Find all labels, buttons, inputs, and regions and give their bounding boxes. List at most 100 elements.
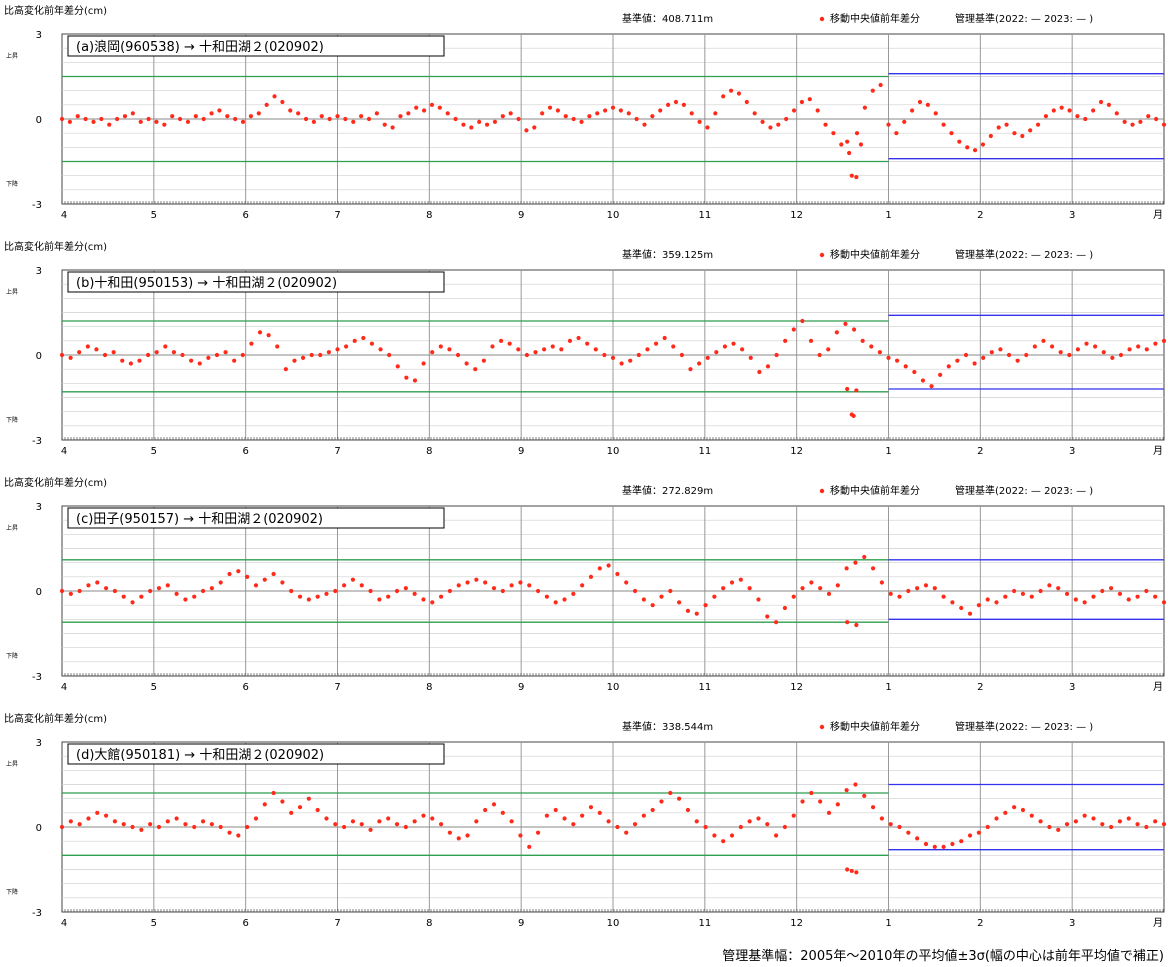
x-tick-label: 6 — [242, 210, 248, 221]
data-point — [1161, 122, 1167, 127]
data-point — [262, 577, 267, 582]
data-point — [580, 813, 585, 818]
data-point — [1091, 816, 1096, 821]
data-point — [333, 588, 338, 594]
data-point — [524, 128, 529, 133]
data-point — [509, 583, 514, 588]
data-point — [917, 99, 923, 105]
data-point — [696, 361, 702, 366]
data-point — [394, 822, 400, 827]
x-tick-label: 9 — [518, 210, 524, 221]
data-point — [776, 122, 781, 127]
data-point — [705, 125, 710, 130]
data-point — [834, 330, 839, 335]
data-point — [130, 111, 135, 116]
data-point — [306, 597, 311, 602]
data-point — [359, 822, 364, 827]
data-point — [933, 111, 938, 116]
x-tick-label: 3 — [1069, 210, 1075, 221]
data-point — [877, 350, 882, 355]
data-point — [878, 82, 883, 88]
data-point — [925, 102, 930, 107]
data-point — [382, 122, 387, 127]
data-point — [624, 580, 629, 585]
data-point — [791, 327, 796, 332]
panel-title-box — [67, 35, 445, 57]
data-point — [597, 810, 602, 815]
down-label: 下降 — [6, 652, 18, 660]
data-point — [619, 361, 624, 366]
data-point — [650, 807, 655, 813]
data-point — [1136, 344, 1141, 349]
data-point — [68, 819, 73, 824]
data-point — [112, 588, 117, 594]
data-point — [729, 580, 735, 585]
data-point — [791, 813, 796, 818]
data-point — [288, 108, 293, 113]
data-point — [59, 116, 65, 122]
data-point — [658, 108, 663, 113]
data-point — [668, 588, 673, 594]
data-point — [677, 796, 682, 801]
legend-mgmt-label: 管理基準(2022: — 2023: — ) — [955, 12, 1093, 25]
data-point — [469, 125, 474, 130]
data-point — [464, 361, 469, 366]
data-point — [315, 594, 320, 599]
data-point — [1082, 813, 1087, 818]
data-point — [1100, 822, 1105, 827]
data-point — [888, 822, 893, 827]
data-point — [306, 796, 311, 801]
x-tick-label: 2 — [977, 446, 983, 457]
x-tick-label: 6 — [242, 918, 248, 929]
data-point — [1012, 131, 1017, 136]
data-point — [782, 605, 788, 611]
data-point — [712, 833, 717, 838]
data-point — [1146, 114, 1151, 119]
data-point — [1154, 116, 1159, 122]
x-tick-label: 5 — [151, 446, 157, 457]
data-point — [985, 824, 990, 830]
data-point — [959, 605, 964, 611]
data-point — [139, 594, 144, 599]
data-point — [662, 335, 667, 341]
data-point — [1024, 352, 1029, 358]
data-point — [1058, 350, 1063, 355]
data-point — [111, 350, 116, 355]
data-point — [610, 105, 616, 110]
data-point — [697, 119, 702, 124]
data-point — [421, 597, 426, 602]
data-point — [77, 822, 82, 827]
x-tick-label: 月 — [1153, 209, 1163, 221]
data-point — [461, 122, 466, 127]
data-point — [180, 352, 185, 358]
x-tick-label: 5 — [151, 918, 157, 929]
legend-marker-dot — [819, 16, 825, 22]
data-point — [327, 116, 332, 122]
data-point — [845, 620, 850, 625]
data-point — [465, 833, 470, 838]
x-tick-label: 月 — [1153, 917, 1163, 929]
data-point — [438, 822, 444, 827]
data-point — [783, 338, 788, 343]
data-point — [650, 114, 655, 119]
data-point — [492, 119, 498, 124]
data-point — [1047, 824, 1052, 830]
data-point — [324, 591, 329, 596]
data-point — [571, 591, 576, 596]
data-point — [491, 586, 497, 591]
data-point — [809, 580, 814, 585]
data-point — [491, 802, 497, 807]
data-point — [677, 600, 682, 605]
data-point — [784, 116, 789, 122]
data-point — [477, 119, 482, 124]
data-point — [800, 318, 805, 324]
data-point — [174, 591, 179, 596]
data-point — [642, 122, 647, 127]
data-point — [447, 588, 453, 594]
data-point — [1153, 341, 1158, 346]
data-point — [849, 868, 854, 874]
data-point — [484, 122, 490, 127]
data-point — [831, 131, 836, 136]
data-point — [95, 810, 100, 815]
data-point — [107, 122, 112, 127]
